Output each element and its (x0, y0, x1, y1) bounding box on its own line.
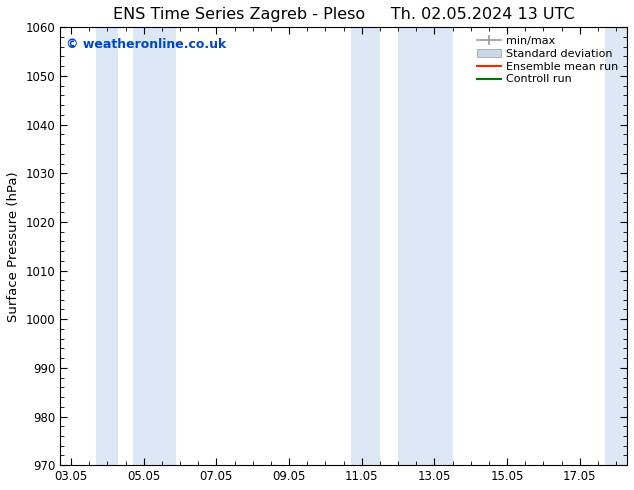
Bar (605, 27, 627, 465)
Bar (398, 27, 453, 465)
Text: © weatheronline.co.uk: © weatheronline.co.uk (66, 38, 226, 51)
Bar (133, 27, 176, 465)
Title: ENS Time Series Zagreb - Pleso     Th. 02.05.2024 13 UTC: ENS Time Series Zagreb - Pleso Th. 02.05… (113, 7, 574, 22)
Legend: min/max, Standard deviation, Ensemble mean run, Controll run: min/max, Standard deviation, Ensemble me… (474, 33, 621, 88)
Bar (351, 27, 380, 465)
Bar (96, 27, 119, 465)
Y-axis label: Surface Pressure (hPa): Surface Pressure (hPa) (7, 171, 20, 321)
